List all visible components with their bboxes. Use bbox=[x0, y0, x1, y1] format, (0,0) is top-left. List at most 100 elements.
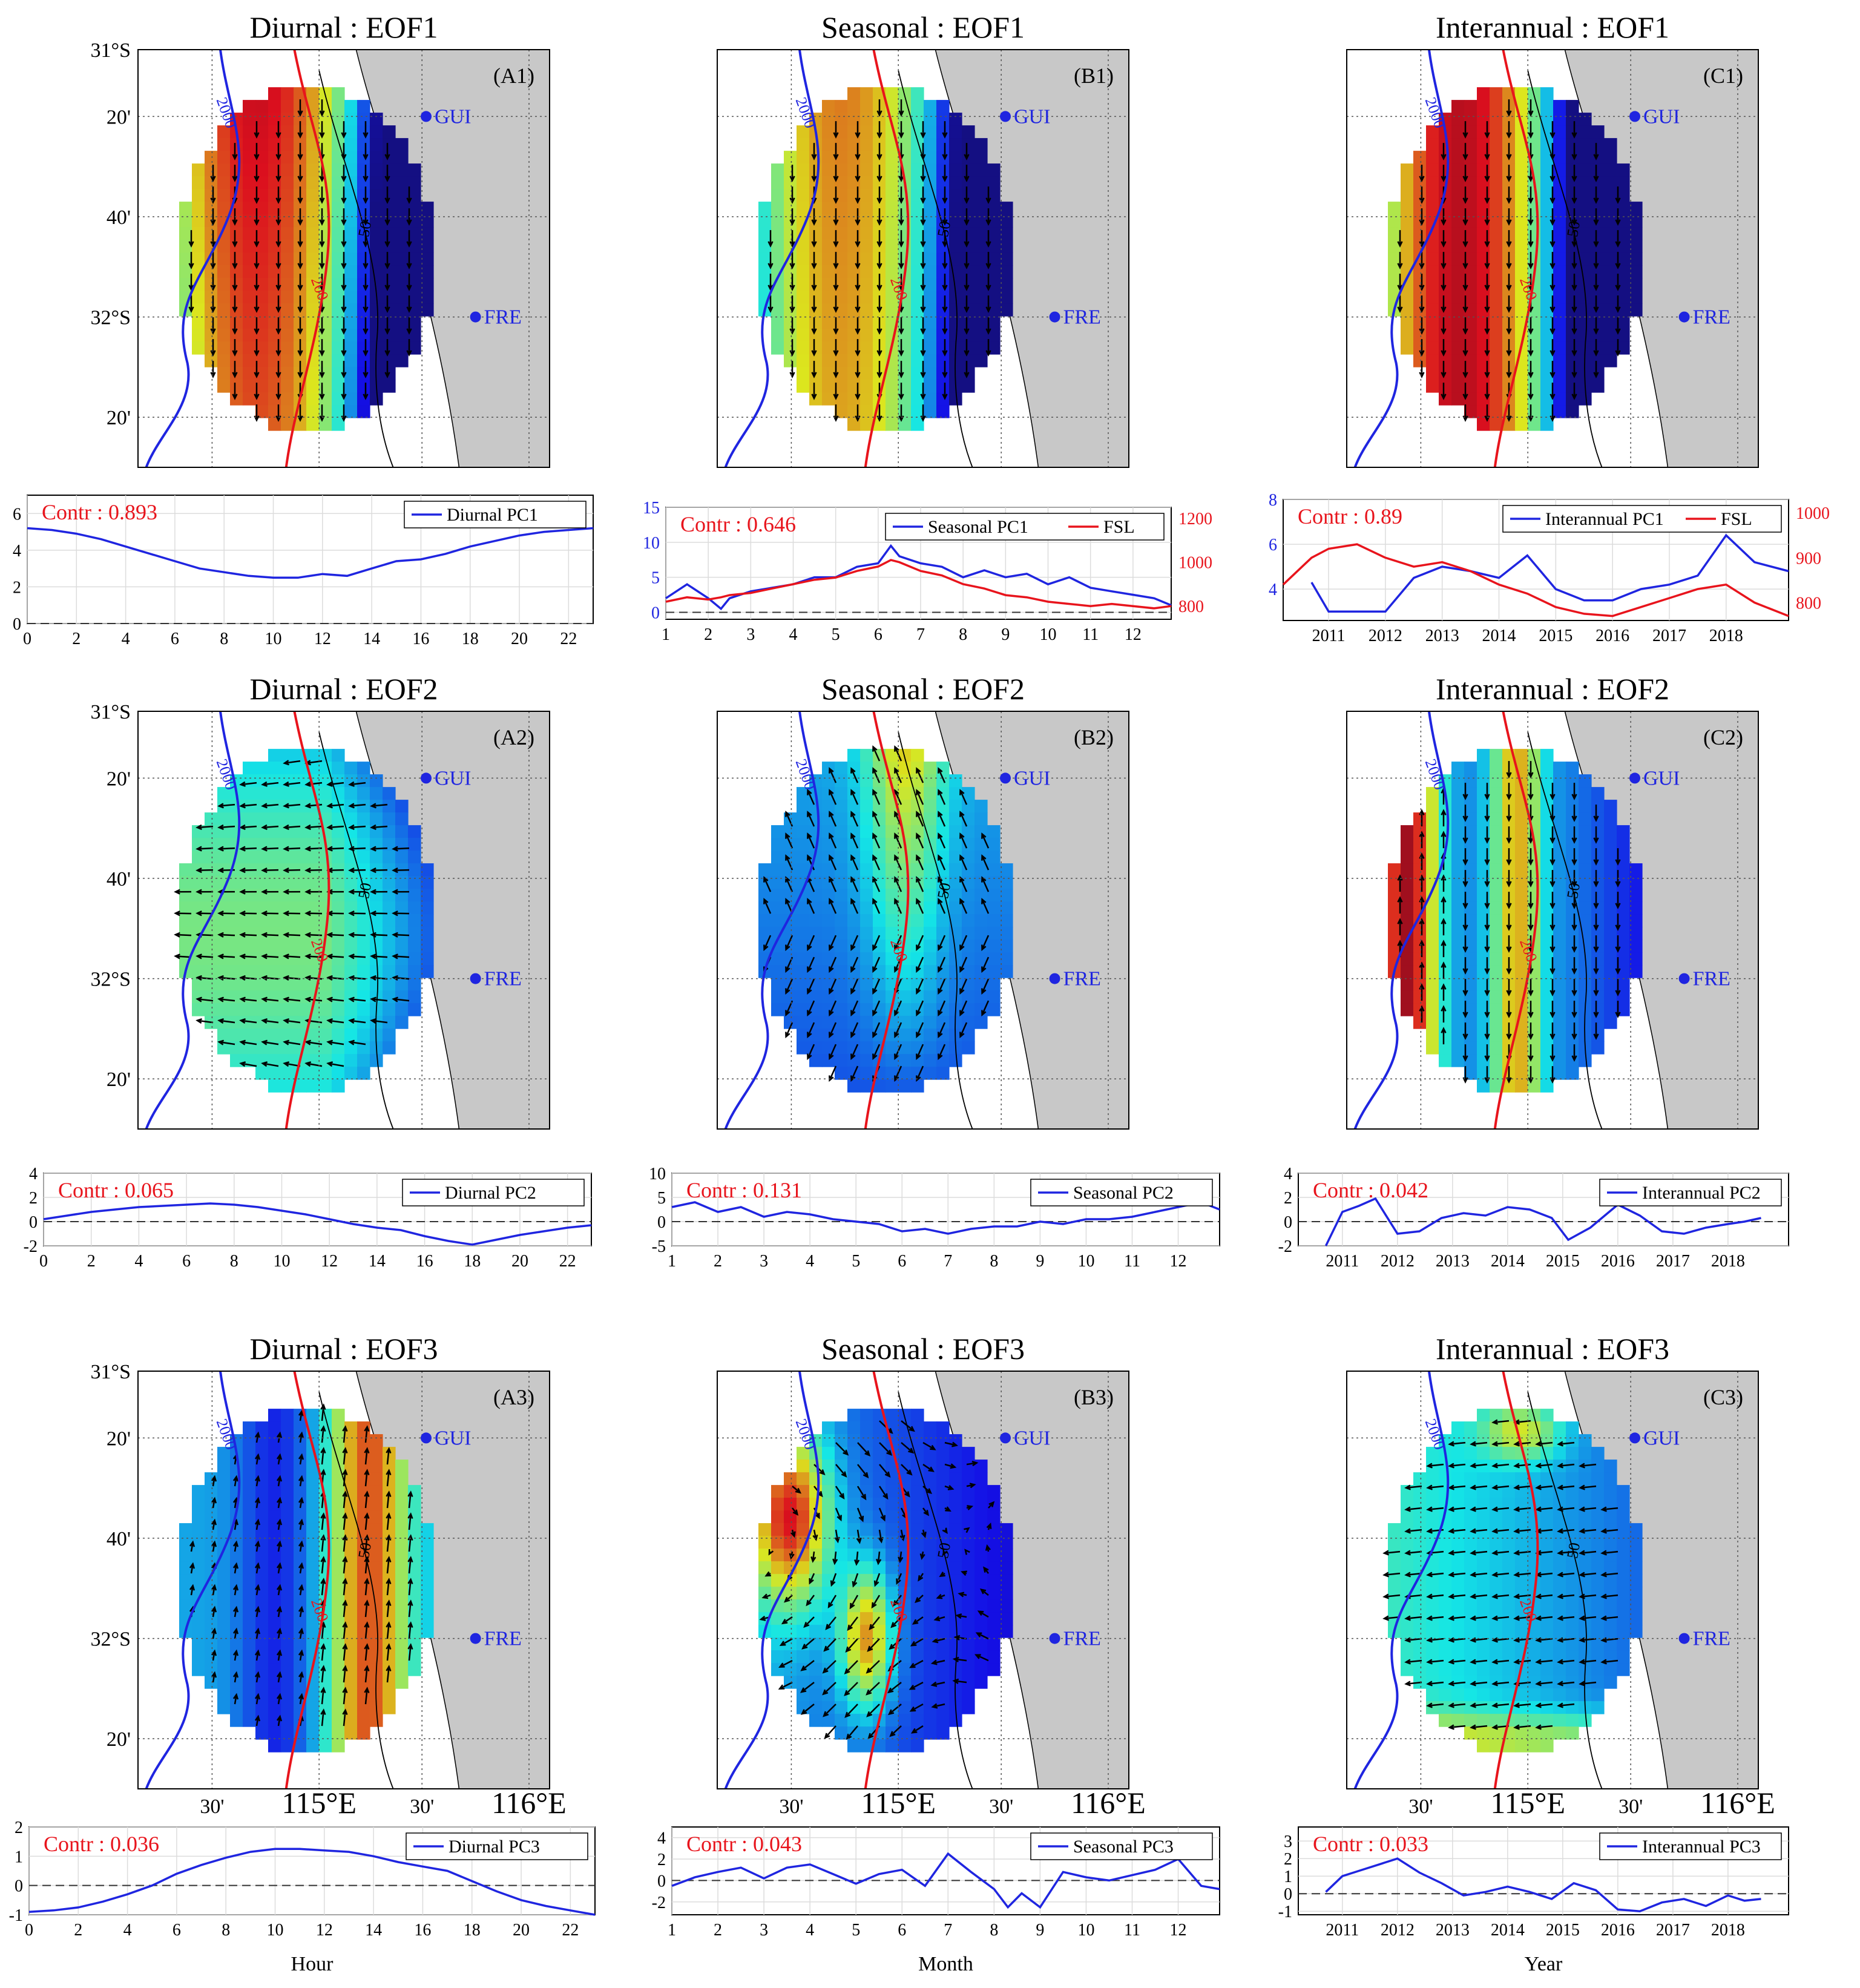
field-cell bbox=[1515, 189, 1528, 202]
field-cell bbox=[860, 278, 873, 291]
field-cell bbox=[847, 774, 861, 788]
field-cell bbox=[1439, 1574, 1452, 1587]
field-cell bbox=[1604, 978, 1617, 991]
field-cell bbox=[1426, 1041, 1439, 1055]
field-cell bbox=[835, 965, 848, 978]
field-cell bbox=[357, 189, 370, 202]
vector-arrow bbox=[341, 274, 347, 291]
field-cell bbox=[860, 113, 873, 126]
field-cell bbox=[332, 901, 345, 915]
field-cell bbox=[987, 1574, 1001, 1587]
field-cell bbox=[1566, 405, 1579, 418]
field-cell bbox=[949, 1561, 962, 1575]
field-cell bbox=[1553, 100, 1566, 113]
field-cell bbox=[797, 1561, 810, 1575]
vector-arrow bbox=[920, 186, 926, 204]
vector-arrow bbox=[1441, 274, 1447, 291]
field-cell bbox=[179, 227, 192, 240]
field-cell bbox=[1604, 214, 1617, 228]
vector-arrow bbox=[275, 339, 281, 357]
field-cell bbox=[1439, 252, 1452, 266]
field-cell bbox=[357, 1067, 370, 1080]
field-cell bbox=[370, 329, 383, 342]
field-cell bbox=[1579, 113, 1592, 126]
field-cell bbox=[370, 851, 383, 864]
field-cell bbox=[217, 1510, 231, 1524]
vector-arrow bbox=[855, 143, 861, 160]
field-cell bbox=[230, 291, 243, 304]
field-cell bbox=[1540, 1574, 1554, 1587]
field-cell bbox=[1000, 940, 1013, 953]
field-cell bbox=[911, 1510, 924, 1524]
field-cell bbox=[962, 1650, 975, 1664]
field-cell bbox=[243, 1016, 256, 1029]
field-cell bbox=[1439, 227, 1452, 240]
vector-arrow bbox=[196, 889, 214, 895]
field-cell bbox=[822, 1447, 835, 1460]
field-cell bbox=[179, 876, 192, 889]
field-cell bbox=[987, 901, 1001, 915]
field-cell bbox=[395, 800, 409, 813]
field-cell bbox=[936, 316, 950, 329]
field-cell bbox=[797, 1523, 810, 1536]
field-cell bbox=[294, 851, 307, 864]
field-cell bbox=[357, 1726, 370, 1740]
field-cell bbox=[344, 1054, 358, 1067]
field-cell bbox=[1477, 762, 1490, 775]
field-cell bbox=[1591, 176, 1605, 189]
field-cell bbox=[886, 838, 899, 851]
field-cell bbox=[421, 1561, 434, 1575]
field-cell bbox=[1579, 278, 1592, 291]
field-cell bbox=[1591, 1536, 1605, 1549]
field-cell bbox=[873, 1587, 886, 1600]
field-cell bbox=[294, 952, 307, 966]
field-cell bbox=[306, 303, 320, 317]
field-cell bbox=[936, 405, 950, 418]
field-cell bbox=[898, 1016, 912, 1029]
field-cell bbox=[974, 265, 988, 278]
field-cell bbox=[1566, 1510, 1579, 1524]
field-cell bbox=[1413, 1472, 1427, 1486]
vector-arrow bbox=[196, 867, 214, 874]
lat-tick-label: 20' bbox=[107, 1728, 131, 1751]
field-cell bbox=[1477, 291, 1490, 304]
field-cell bbox=[205, 1549, 218, 1562]
vector-arrow bbox=[232, 383, 238, 400]
field-cell bbox=[1604, 1016, 1617, 1029]
vector-arrow bbox=[341, 383, 347, 400]
field-cell bbox=[395, 1549, 409, 1562]
field-cell bbox=[306, 265, 320, 278]
field-cell bbox=[230, 265, 243, 278]
field-cell bbox=[255, 1726, 269, 1740]
field-cell bbox=[383, 1688, 396, 1702]
field-cell bbox=[319, 1650, 332, 1664]
field-cell bbox=[1439, 316, 1452, 329]
field-cell bbox=[847, 800, 861, 813]
field-cell bbox=[294, 418, 307, 431]
vector-arrow bbox=[254, 361, 260, 378]
field-cell bbox=[319, 1434, 332, 1447]
field-cell bbox=[1591, 1460, 1605, 1473]
field-cell bbox=[281, 87, 294, 100]
field-cell bbox=[383, 1587, 396, 1600]
field-cell bbox=[771, 901, 784, 915]
vector-arrow bbox=[319, 339, 325, 357]
field-cell bbox=[1000, 214, 1013, 228]
field-cell bbox=[1401, 901, 1414, 915]
field-cell bbox=[809, 354, 823, 367]
field-cell bbox=[357, 151, 370, 164]
field-cell bbox=[822, 265, 835, 278]
field-cell bbox=[987, 1510, 1001, 1524]
isobath-2000 bbox=[145, 49, 241, 468]
vector-arrow bbox=[1528, 121, 1534, 139]
field-cell bbox=[1464, 367, 1477, 380]
field-cell bbox=[1490, 265, 1503, 278]
field-cell bbox=[370, 901, 383, 915]
field-cell bbox=[1566, 1041, 1579, 1055]
field-cell bbox=[281, 278, 294, 291]
field-cell bbox=[357, 163, 370, 177]
lat-tick-label: 31°S bbox=[90, 1361, 131, 1383]
field-cell bbox=[1528, 774, 1541, 788]
field-cell bbox=[1591, 1561, 1605, 1575]
vector-arrow bbox=[275, 208, 281, 226]
